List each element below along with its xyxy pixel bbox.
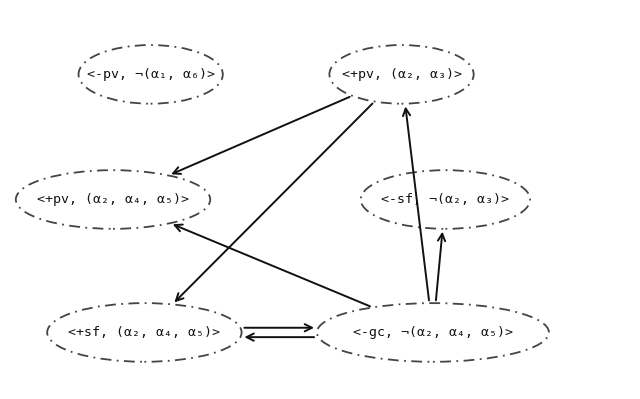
Text: <+pv, (α₂, α₄, α₅)>: <+pv, (α₂, α₄, α₅)>: [37, 193, 189, 206]
Text: <-gc, ¬(α₂, α₄, α₅)>: <-gc, ¬(α₂, α₄, α₅)>: [353, 326, 513, 339]
Text: <+pv, (α₂, α₃)>: <+pv, (α₂, α₃)>: [342, 68, 461, 81]
Text: <+sf, (α₂, α₄, α₅)>: <+sf, (α₂, α₄, α₅)>: [68, 326, 220, 339]
Text: <-pv, ¬(α₁, α₆)>: <-pv, ¬(α₁, α₆)>: [86, 68, 214, 81]
Text: <-sf, ¬(α₂, α₃)>: <-sf, ¬(α₂, α₃)>: [381, 193, 509, 206]
